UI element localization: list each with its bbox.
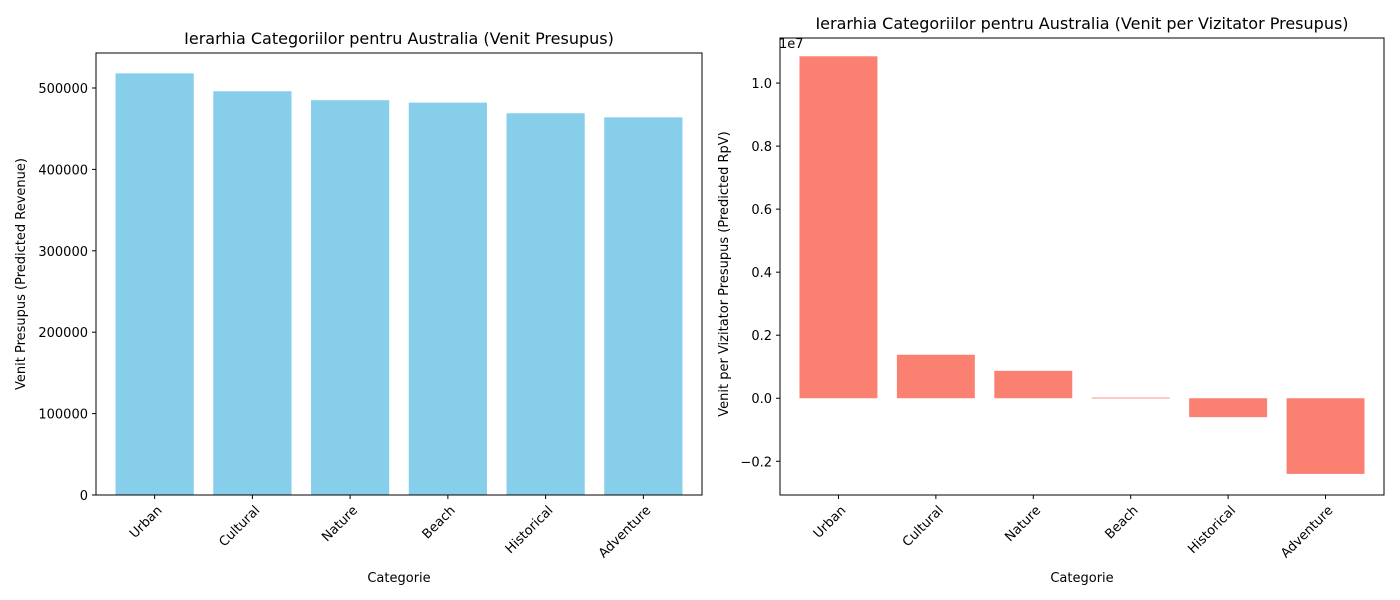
y-tick-label: 100000 — [38, 408, 88, 423]
bar-beach — [409, 103, 487, 495]
bar-adventure — [1287, 398, 1365, 474]
x-tick-label: Urban — [127, 503, 165, 541]
bar-historical — [1189, 398, 1267, 417]
bar-adventure — [604, 117, 682, 495]
x-tick-label: Beach — [420, 503, 459, 542]
x-tick-label: Cultural — [216, 503, 263, 550]
y-tick-label: 0.2 — [751, 329, 772, 344]
x-tick-label: Historical — [1185, 503, 1239, 557]
y-ticks: −0.2 0.0 0.2 0.4 0.6 0.8 1.0 — [740, 77, 780, 470]
rpv-chart: Ierarhia Categoriilor pentru Australia (… — [717, 14, 1384, 586]
revenue-chart: Ierarhia Categoriilor pentru Australia (… — [14, 29, 702, 586]
x-axis-label: Categorie — [367, 571, 430, 586]
y-tick-label: 1.0 — [751, 77, 772, 92]
chart-title: Ierarhia Categoriilor pentru Australia (… — [815, 14, 1348, 33]
y-tick-label: 0.4 — [751, 266, 772, 281]
bar-urban — [799, 56, 877, 398]
y-tick-label: 0.8 — [751, 140, 772, 155]
bars — [116, 73, 683, 495]
x-ticks: Urban Cultural Nature Beach Historical Advent… — [127, 495, 654, 561]
y-axis-label: Venit Presupus (Predicted Revenue) — [14, 158, 29, 390]
y-ticks: 0 100000 200000 300000 400000 500000 — [38, 82, 96, 504]
y-tick-label: 300000 — [38, 245, 88, 260]
bar-nature — [994, 371, 1072, 398]
y-tick-label: 500000 — [38, 82, 88, 97]
y-tick-label: 0.6 — [751, 203, 772, 218]
x-tick-label: Adventure — [596, 503, 654, 561]
bar-urban — [116, 73, 194, 495]
bar-cultural — [897, 355, 975, 398]
x-tick-label: Nature — [319, 503, 361, 545]
y-axis-label: Venit per Vizitator Presupus (Predicted … — [717, 131, 732, 417]
x-tick-label: Nature — [1002, 503, 1044, 545]
x-axis-label: Categorie — [1050, 571, 1113, 586]
x-tick-label: Adventure — [1278, 503, 1336, 561]
x-tick-label: Historical — [503, 503, 557, 557]
y-tick-label: 0.0 — [751, 392, 772, 407]
x-tick-label: Urban — [811, 503, 849, 541]
x-ticks: Urban Cultural Nature Beach Historical Advent… — [811, 495, 1337, 561]
y-tick-label: 400000 — [38, 163, 88, 178]
y-offset-label: 1e7 — [779, 37, 804, 52]
bar-historical — [507, 113, 585, 495]
x-tick-label: Cultural — [900, 503, 947, 550]
y-tick-label: 200000 — [38, 326, 88, 341]
bar-nature — [311, 100, 389, 495]
y-tick-label: 0 — [80, 489, 88, 504]
bars — [799, 56, 1364, 474]
bar-beach — [1092, 398, 1170, 399]
chart-title: Ierarhia Categoriilor pentru Australia (… — [184, 29, 614, 48]
y-tick-label: −0.2 — [740, 455, 772, 470]
x-tick-label: Beach — [1102, 503, 1141, 542]
bar-cultural — [213, 91, 291, 495]
